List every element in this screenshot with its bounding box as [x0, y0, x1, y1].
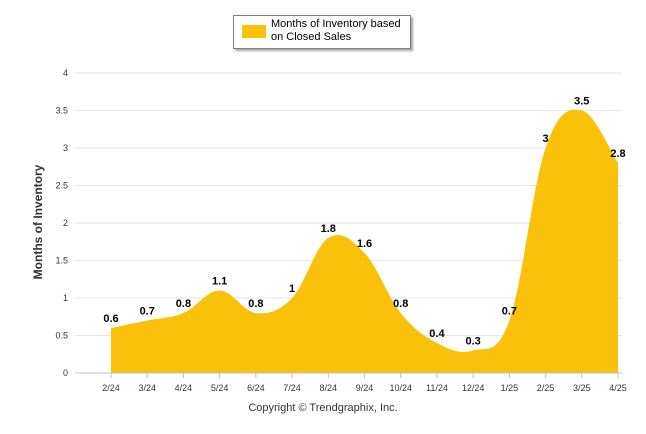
- x-tick-label: 6/24: [247, 383, 265, 393]
- x-tick-label: 11/24: [426, 383, 448, 393]
- y-tick-label: 2.5: [55, 181, 68, 191]
- y-tick-label: 3.5: [55, 106, 68, 116]
- legend-label: Months of Inventory based on Closed Sale…: [271, 18, 411, 44]
- y-tick-label: 0: [63, 368, 68, 378]
- data-label: 1.6: [357, 238, 372, 250]
- y-tick-label: 0.5: [55, 331, 68, 341]
- y-tick-label: 1.5: [55, 256, 68, 266]
- legend: Months of Inventory based on Closed Sale…: [233, 15, 411, 49]
- data-label: 0.8: [176, 298, 191, 310]
- x-tick-label: 4/25: [609, 383, 627, 393]
- data-label: 0.7: [502, 306, 517, 318]
- data-label: 3: [543, 133, 549, 145]
- y-tick-label: 1: [63, 293, 68, 303]
- x-tick-label: 1/25: [501, 383, 519, 393]
- copyright-text: Copyright © Trendgraphix, Inc.: [248, 402, 398, 414]
- legend-label-line2: on Closed Sales: [271, 31, 352, 43]
- legend-swatch: [242, 25, 266, 38]
- data-label: 2.8: [610, 148, 625, 160]
- y-tick-label: 2: [63, 218, 68, 228]
- y-tick-label: 4: [63, 68, 68, 78]
- y-axis-title: Months of Inventory: [31, 164, 45, 279]
- data-label: 3.5: [574, 96, 589, 108]
- x-tick-label: 9/24: [356, 383, 374, 393]
- data-label: 0.3: [465, 336, 480, 348]
- data-labels: 0.6 0.7 0.8 1.1 0.8 1 1.8 1.6 0.8 0.4 0.3 0.7 3 3.5 2.…: [103, 96, 625, 348]
- area-series: [111, 109, 618, 373]
- legend-label-line1: Months of Inventory based: [271, 18, 401, 30]
- x-tick-label: 4/24: [175, 383, 193, 393]
- data-label: 1: [289, 283, 295, 295]
- data-label: 1.1: [212, 276, 227, 288]
- area-fill: [111, 109, 618, 373]
- x-tick-label: 12/24: [462, 383, 485, 393]
- axes: 2/24 3/24 4/24 5/24 6/24 7/24 8/24 9/24 10/24 11/…: [75, 372, 627, 393]
- x-tick-label: 8/24: [320, 383, 338, 393]
- x-tick-label: 7/24: [283, 383, 301, 393]
- x-tick-label: 3/24: [138, 383, 156, 393]
- x-tick-label: 2/25: [537, 383, 555, 393]
- x-tick-label: 5/24: [211, 383, 229, 393]
- data-label: 0.6: [103, 313, 118, 325]
- y-tick-label: 3: [63, 143, 68, 153]
- data-label: 1.8: [321, 223, 336, 235]
- x-tick-label: 2/24: [102, 383, 120, 393]
- data-label: 0.4: [429, 328, 445, 340]
- data-label: 0.7: [140, 306, 155, 318]
- data-label: 0.8: [248, 298, 263, 310]
- x-tick-label: 3/25: [573, 383, 591, 393]
- x-tick-label: 10/24: [389, 383, 412, 393]
- data-label: 0.8: [393, 298, 408, 310]
